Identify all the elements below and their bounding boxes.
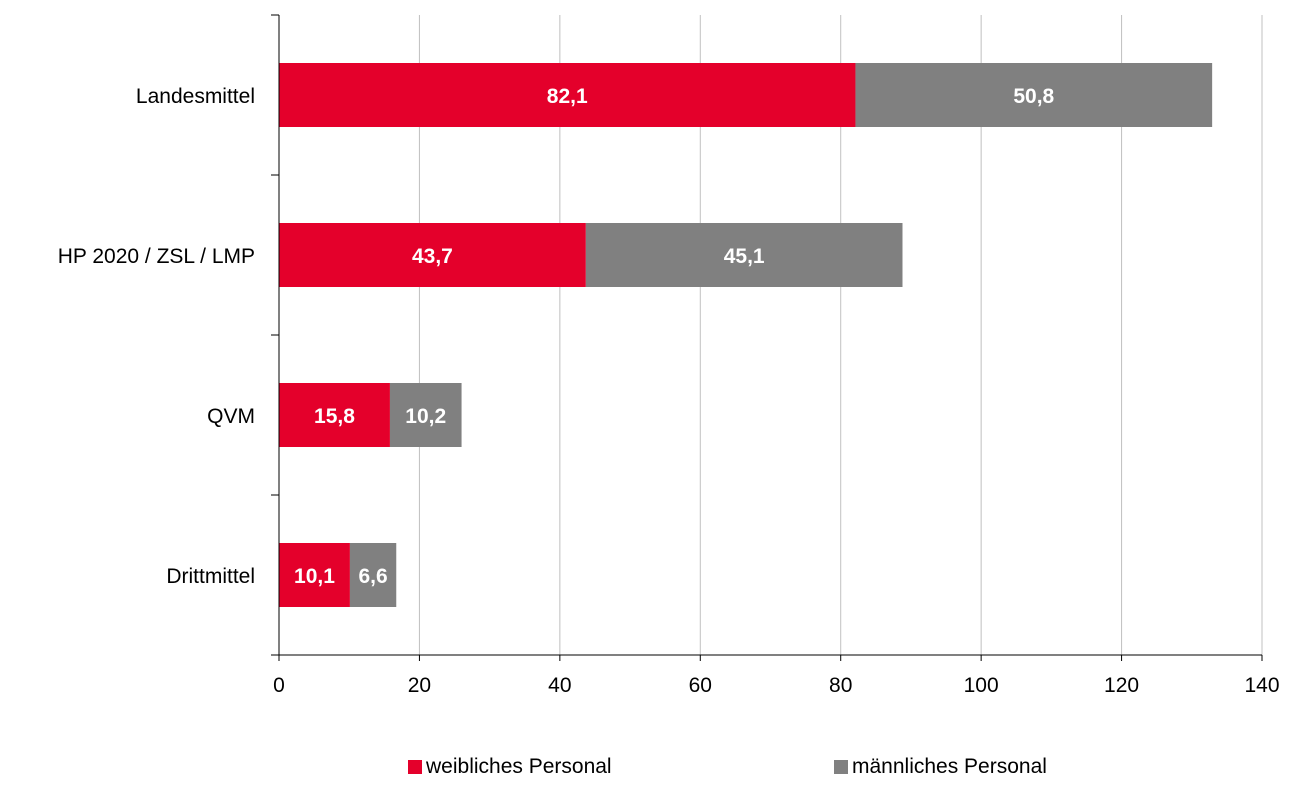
bar-landesmittel-series-0 — [279, 63, 856, 127]
legend-item-maennliches-personal: männliches Personal — [834, 755, 1047, 779]
bar-landesmittel-series-1 — [855, 63, 1213, 127]
legend-swatch-maennliches-personal — [834, 760, 848, 774]
legend-label-maennliches-personal: männliches Personal — [852, 755, 1047, 778]
x-tick-label-60: 60 — [689, 674, 712, 697]
x-tick-label-120: 120 — [1104, 674, 1139, 697]
x-tick-label-0: 0 — [273, 674, 285, 697]
category-label-landesmittel: Landesmittel — [136, 85, 255, 108]
bar-qvm-series-0 — [279, 383, 390, 447]
x-tick-label-100: 100 — [964, 674, 999, 697]
bar-drittmittel-series-1 — [349, 543, 397, 607]
x-tick-label-80: 80 — [829, 674, 852, 697]
data-label-landesmittel-series-0: 82,1 — [547, 85, 588, 108]
bar-drittmittel-series-0 — [279, 543, 350, 607]
data-label-hp-2020-zsl-lmp-series-1: 45,1 — [724, 245, 765, 268]
data-label-drittmittel-series-0: 10,1 — [294, 565, 335, 588]
bar-qvm-series-1 — [389, 383, 462, 447]
bar-hp-2020-zsl-lmp-series-0 — [279, 223, 586, 287]
category-label-drittmittel: Drittmittel — [166, 565, 255, 588]
bar-hp-2020-zsl-lmp-series-1 — [585, 223, 903, 287]
data-label-qvm-series-1: 10,2 — [405, 405, 446, 428]
legend: weibliches Personal männliches Personal — [0, 755, 1298, 785]
legend-label-weibliches-personal: weibliches Personal — [426, 755, 612, 778]
bars — [279, 63, 1213, 607]
x-tick-label-20: 20 — [408, 674, 431, 697]
data-label-landesmittel-series-1: 50,8 — [1013, 85, 1054, 108]
category-label-qvm: QVM — [207, 405, 255, 428]
labels: 0 20 40 60 80 100 120 140 82,1 50,8 Landesmittel 43… — [58, 85, 1280, 697]
axes — [271, 14, 1263, 661]
legend-swatch-weibliches-personal — [408, 760, 422, 774]
data-label-drittmittel-series-1: 6,6 — [358, 565, 387, 588]
x-tick-label-40: 40 — [548, 674, 571, 697]
stacked-bar-chart: 0 20 40 60 80 100 120 140 82,1 50,8 Landesmittel 43… — [58, 14, 1280, 697]
category-label-hp-2020-zsl-lmp: HP 2020 / ZSL / LMP — [58, 245, 255, 268]
legend-item-weibliches-personal: weibliches Personal — [408, 755, 612, 779]
data-label-hp-2020-zsl-lmp-series-0: 43,7 — [412, 245, 453, 268]
x-tick-label-140: 140 — [1244, 674, 1279, 697]
data-label-qvm-series-0: 15,8 — [314, 405, 355, 428]
